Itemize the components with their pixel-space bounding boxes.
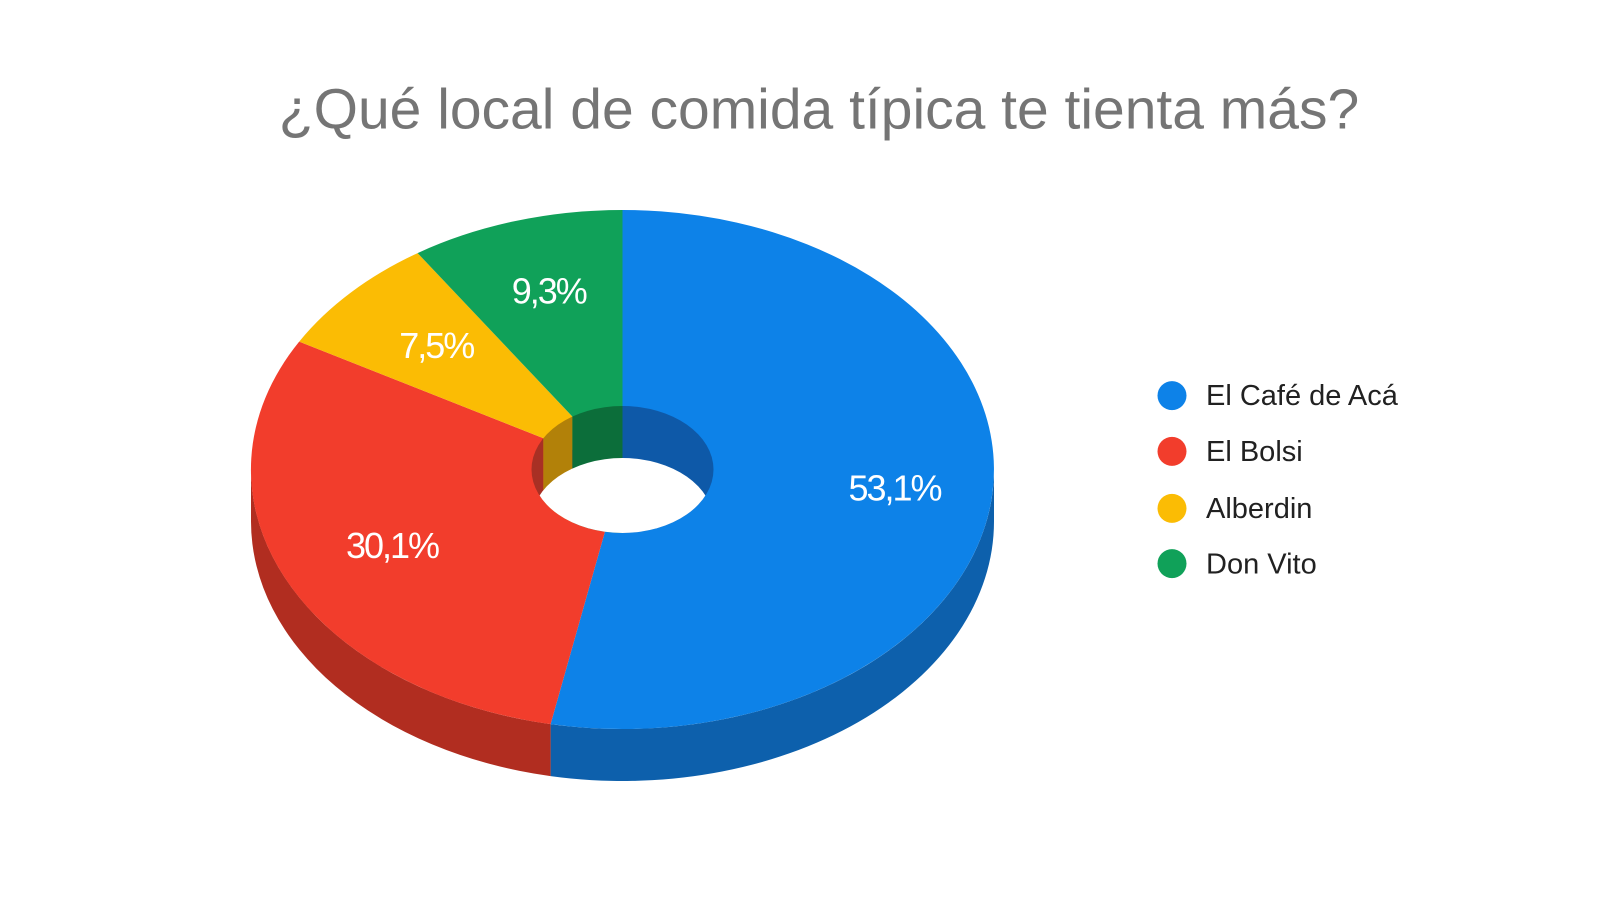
svg-text:9,3%: 9,3% bbox=[512, 271, 587, 312]
svg-text:30,1%: 30,1% bbox=[346, 525, 439, 566]
svg-text:53,1%: 53,1% bbox=[848, 468, 941, 509]
svg-text:Don Vito: Don Vito bbox=[1206, 549, 1317, 581]
svg-text:El Café de Acá: El Café de Acá bbox=[1206, 380, 1399, 412]
svg-text:¿Qué local de comida típica te: ¿Qué local de comida típica te tienta má… bbox=[279, 78, 1359, 142]
svg-text:7,5%: 7,5% bbox=[399, 325, 474, 366]
svg-text:Alberdin: Alberdin bbox=[1206, 493, 1312, 525]
svg-text:El Bolsi: El Bolsi bbox=[1206, 436, 1303, 468]
